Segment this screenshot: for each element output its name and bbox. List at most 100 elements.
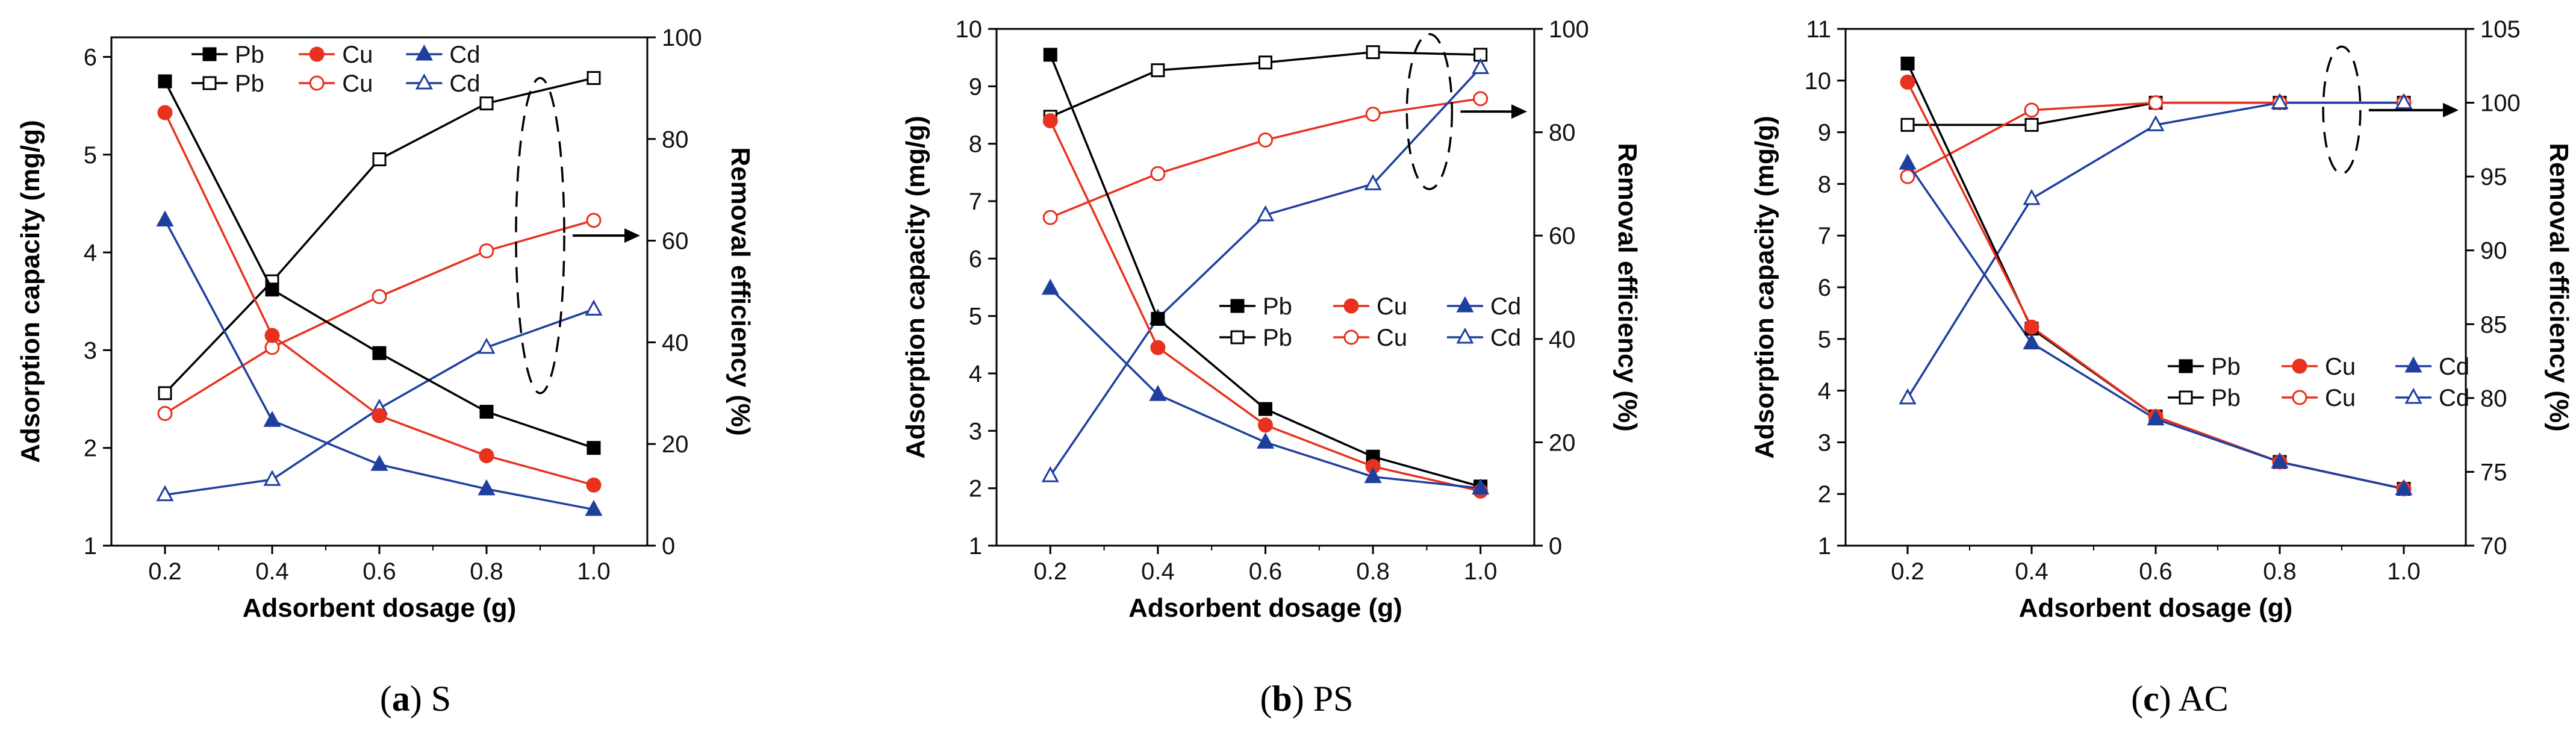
efficiency-point-cd	[1256, 205, 1275, 222]
capacity-point-cu	[2024, 319, 2039, 335]
legend-marker	[1343, 298, 1359, 314]
x-tick-label: 0.4	[255, 558, 289, 585]
efficiency-point-pb	[1258, 55, 1272, 70]
legend-marker	[1230, 299, 1245, 313]
efficiency-line-cu	[164, 219, 594, 415]
y-axis-label: Adsorption capacity (mg/g)	[16, 120, 45, 463]
legend-label-cd: Cd	[449, 70, 480, 97]
y-tick-label: 2	[969, 476, 982, 502]
legend-marker	[2404, 387, 2422, 404]
efficiency-point-cd	[156, 485, 174, 502]
legend-marker	[2292, 390, 2307, 405]
legend-marker	[415, 73, 433, 90]
efficiency-point-pb	[586, 71, 601, 86]
y-tick-label: 8	[1818, 171, 1831, 198]
legend-label-pb: Pb	[1263, 293, 1292, 320]
capacity-point-cd	[263, 411, 281, 427]
capacity-line-cu	[1906, 81, 2404, 490]
capacity-point-cd	[370, 455, 388, 471]
efficiency-point-cu	[1042, 210, 1058, 225]
x-tick-label: 0.8	[470, 558, 503, 585]
x-tick-label: 0.6	[362, 558, 396, 585]
capacity-point-cd	[1364, 467, 1382, 484]
legend-marker	[1456, 327, 1474, 344]
y2-tick-label: 40	[662, 329, 689, 356]
x-axis-label: Adsorbent dosage (g)	[243, 593, 517, 623]
efficiency-point-cd	[585, 299, 603, 316]
y2-tick-label: 100	[2480, 90, 2521, 117]
capacity-point-cu	[586, 477, 602, 493]
efficiency-point-pb	[1151, 63, 1165, 78]
legend-label-pb: Pb	[1263, 325, 1292, 351]
efficiency-point-cu	[586, 213, 602, 228]
capacity-point-cu	[1258, 417, 1273, 433]
legend-label-pb: Pb	[2211, 354, 2241, 380]
legend-label-cd: Cd	[1490, 325, 1521, 351]
capacity-point-cd	[1149, 385, 1167, 401]
y2-axis-label: Removal efficiency (%)	[1613, 143, 1642, 431]
capacity-point-pb	[586, 441, 601, 455]
y2-axis-label: Removal efficiency (%)	[2544, 143, 2574, 431]
efficiency-point-cu	[1473, 91, 1489, 107]
x-tick-label: 1.0	[2387, 558, 2421, 585]
y2-tick-label: 60	[662, 228, 689, 255]
capacity-point-pb	[1258, 402, 1272, 416]
capacity-point-cd	[2271, 452, 2289, 469]
axis-arrow-head	[624, 228, 640, 243]
efficiency-point-cd	[1364, 174, 1382, 190]
legend-marker	[202, 76, 217, 90]
y-tick-label: 8	[969, 131, 982, 158]
capacity-point-pb	[265, 282, 279, 297]
legend-marker	[2179, 390, 2193, 405]
x-tick-label: 0.4	[2015, 558, 2049, 585]
efficiency-point-cu	[2148, 95, 2164, 111]
efficiency-point-cd	[1041, 466, 1059, 482]
panel-caption: (c) AC	[2131, 679, 2229, 719]
legend-label-cd: Cd	[1490, 293, 1521, 320]
y2-tick-label: 20	[662, 431, 689, 458]
y-tick-label: 10	[956, 16, 983, 43]
x-tick-label: 1.0	[577, 558, 611, 585]
legend-label-cu: Cu	[2325, 354, 2356, 380]
legend-label-cd: Cd	[2439, 354, 2469, 380]
y2-tick-label: 70	[2480, 533, 2507, 560]
y-tick-label: 1	[1818, 533, 1831, 560]
legend-marker	[2404, 356, 2422, 373]
efficiency-point-cu	[2024, 102, 2039, 118]
y-tick-label: 6	[969, 246, 982, 272]
highlight-ellipse	[2322, 45, 2362, 175]
legend-marker	[2292, 358, 2307, 374]
capacity-point-cu	[1150, 340, 1166, 355]
capacity-point-pb	[479, 405, 494, 419]
capacity-point-cu	[264, 328, 280, 343]
y-tick-label: 1	[969, 533, 982, 560]
capacity-point-cd	[2023, 333, 2041, 350]
y2-tick-label: 80	[2480, 385, 2507, 412]
y-tick-label: 4	[1818, 378, 1831, 405]
highlight-ellipse	[515, 76, 565, 394]
efficiency-point-cd	[2395, 93, 2413, 110]
y2-tick-label: 85	[2480, 311, 2507, 338]
x-axis-label: Adsorbent dosage (g)	[1128, 593, 1402, 623]
y-tick-label: 9	[969, 73, 982, 100]
y2-tick-label: 20	[1549, 429, 1576, 456]
y2-tick-label: 90	[2480, 238, 2507, 264]
y2-tick-label: 40	[1549, 326, 1576, 353]
y2-tick-label: 100	[1549, 16, 1589, 43]
x-tick-label: 0.2	[148, 558, 182, 585]
y-tick-label: 6	[1818, 275, 1831, 301]
y2-tick-label: 105	[2480, 16, 2521, 43]
y-tick-label: 2	[1818, 481, 1831, 508]
y-tick-label: 3	[84, 337, 97, 364]
efficiency-point-cu	[1258, 132, 1273, 148]
y-tick-label: 3	[969, 418, 982, 444]
x-tick-label: 0.2	[1033, 558, 1067, 585]
y2-axis-label: Removal efficiency (%)	[726, 147, 755, 435]
panel-c: 0.2 0.4 0.6 0.8 1.0 1 2 3 4 5 6 7 8 9 10 11 70 75 80 85 90 95…	[1750, 16, 2574, 719]
legend-label-cu: Cu	[342, 70, 373, 97]
y2-tick-label: 75	[2480, 459, 2507, 485]
y-tick-label: 4	[84, 240, 97, 266]
legend-marker	[1343, 329, 1359, 345]
capacity-point-cd	[1472, 478, 1490, 495]
